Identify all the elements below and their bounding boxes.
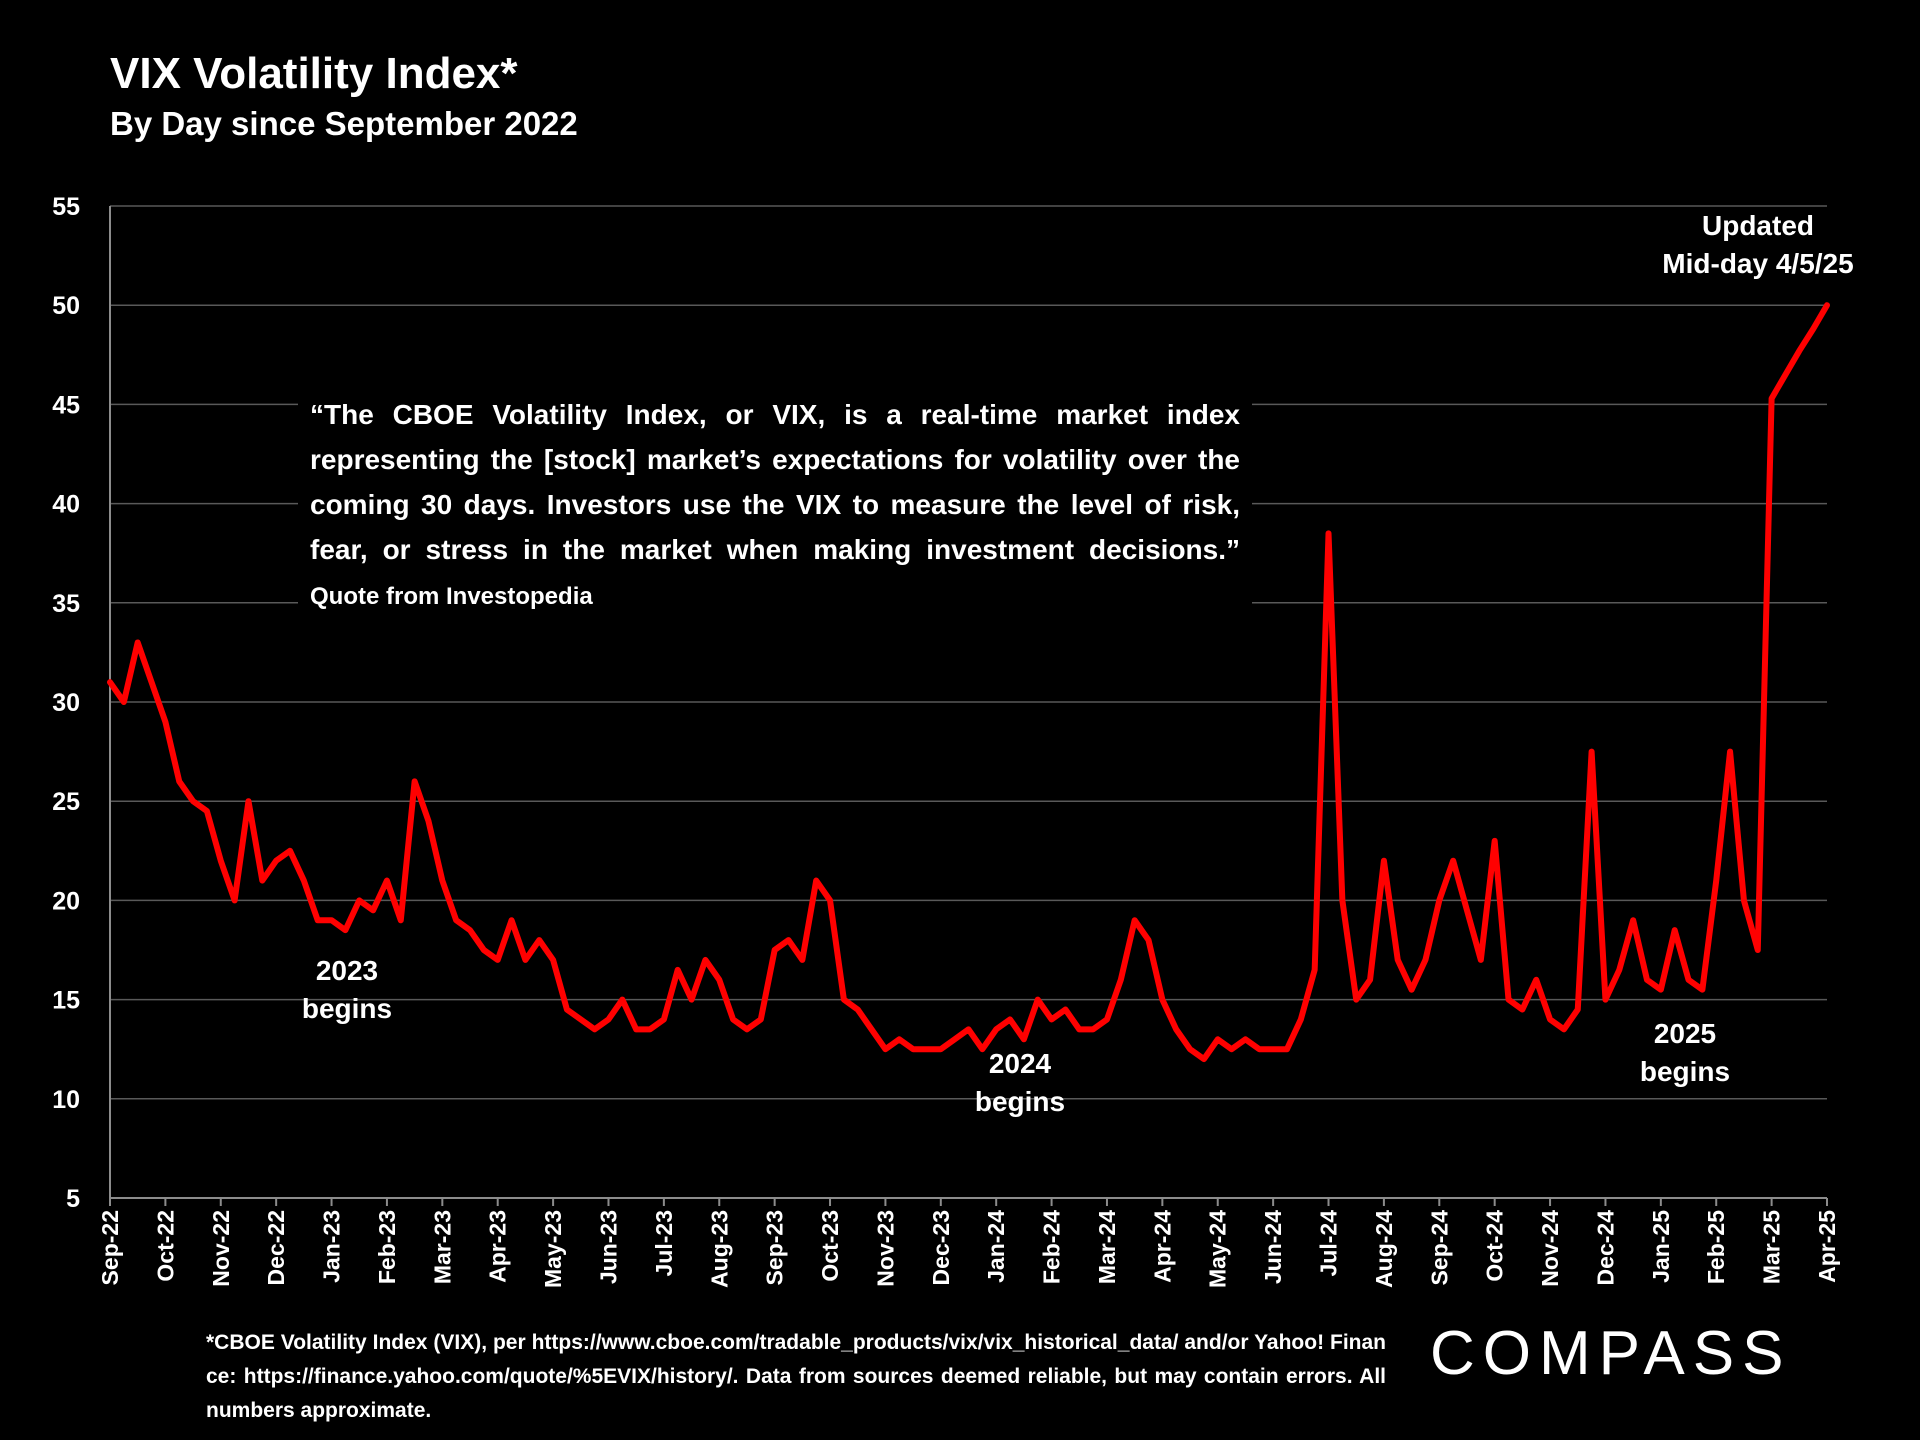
x-tick-label: Jun-23 — [595, 1210, 621, 1284]
annotation: begins — [975, 1086, 1065, 1117]
grid — [110, 205, 1827, 1199]
y-tick-label: 30 — [52, 689, 80, 717]
y-tick-label: 15 — [52, 987, 80, 1015]
x-tick-label: Mar-24 — [1094, 1210, 1120, 1284]
x-tick-label: Oct-23 — [817, 1210, 843, 1282]
x-tick-label: Mar-25 — [1759, 1210, 1785, 1284]
quote-text: “The CBOE Volatility Index, or VIX, is a… — [310, 399, 1240, 565]
x-tick-label: Dec-22 — [263, 1210, 289, 1285]
x-tick-label: Apr-25 — [1814, 1210, 1840, 1283]
y-tick-label: 55 — [52, 193, 80, 221]
quote-source: Quote from Investopedia — [310, 583, 593, 610]
x-tick-label: Jan-25 — [1648, 1210, 1674, 1283]
x-tick-label: Mar-23 — [429, 1210, 455, 1284]
x-tick-label: May-23 — [540, 1210, 566, 1288]
annotation: Updated — [1702, 210, 1814, 241]
x-tick-label: Jul-23 — [651, 1210, 677, 1276]
x-tick-label: Dec-23 — [928, 1210, 954, 1285]
y-tick-label: 40 — [52, 491, 80, 519]
annotation: 2024 — [989, 1048, 1052, 1079]
x-tick-label: Feb-23 — [374, 1210, 400, 1284]
y-tick-label: 35 — [52, 590, 80, 618]
logo: COMPASS — [1430, 1319, 1792, 1388]
data-line — [107, 302, 1830, 1063]
y-tick-label: 5 — [66, 1185, 80, 1213]
x-tick-label: Feb-24 — [1039, 1210, 1065, 1284]
x-tick-label: May-24 — [1205, 1210, 1231, 1288]
x-tick-label: Sep-23 — [762, 1210, 788, 1285]
x-tick-label: Oct-24 — [1482, 1210, 1508, 1282]
x-tick-label: Nov-23 — [872, 1210, 898, 1287]
annotation: 2023 — [316, 955, 378, 986]
x-tick-label: Jan-23 — [319, 1210, 345, 1283]
annotation: begins — [1640, 1056, 1730, 1087]
x-tick-label: Dec-24 — [1592, 1210, 1618, 1286]
x-tick-label: Aug-23 — [706, 1210, 732, 1288]
y-tick-label: 50 — [52, 292, 80, 320]
x-tick-label: Nov-24 — [1537, 1210, 1563, 1287]
annotation: 2025 — [1654, 1018, 1716, 1049]
footnote: *CBOE Volatility Index (VIX), per https:… — [206, 1331, 1386, 1422]
annotation: begins — [302, 993, 392, 1024]
x-tick-label: Nov-22 — [208, 1210, 234, 1287]
x-tick-label: Sep-22 — [97, 1210, 123, 1285]
y-tick-label: 25 — [52, 788, 80, 816]
x-tick-label: Sep-24 — [1426, 1210, 1452, 1286]
x-tick-label: Jan-24 — [983, 1210, 1009, 1283]
x-tick-label: Feb-25 — [1703, 1210, 1729, 1284]
y-tick-label: 45 — [52, 391, 80, 419]
x-tick-label: Jun-24 — [1260, 1210, 1286, 1284]
y-tick-label: 20 — [52, 887, 80, 915]
x-tick-label: Apr-24 — [1149, 1210, 1175, 1283]
chart-subtitle: By Day since September 2022 — [110, 105, 578, 142]
x-tick-label: Apr-23 — [485, 1210, 511, 1283]
x-tick-label: Jul-24 — [1316, 1210, 1342, 1277]
x-tick-label: Oct-22 — [152, 1210, 178, 1282]
annotation: Mid-day 4/5/25 — [1662, 248, 1853, 279]
y-tick-label: 10 — [52, 1086, 80, 1114]
quote: “The CBOE Volatility Index, or VIX, is a… — [298, 386, 1252, 625]
chart-title: VIX Volatility Index* — [110, 49, 518, 98]
x-tick-label: Aug-24 — [1371, 1210, 1397, 1288]
